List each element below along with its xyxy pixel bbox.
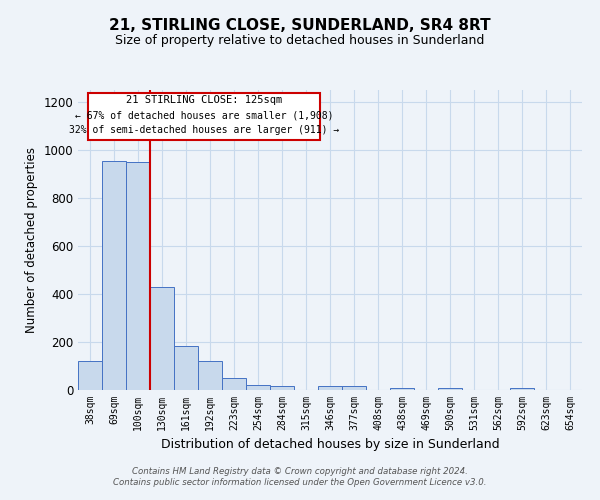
Bar (78, 361, 102, 390)
Bar (222, 378, 246, 390)
Bar (174, 346, 198, 390)
Bar (102, 161, 126, 390)
Bar (150, 287, 174, 390)
Text: 21, STIRLING CLOSE, SUNDERLAND, SR4 8RT: 21, STIRLING CLOSE, SUNDERLAND, SR4 8RT (109, 18, 491, 32)
Bar (390, 388, 414, 390)
Bar (270, 386, 294, 390)
Bar (318, 386, 342, 390)
Bar (246, 385, 270, 390)
Text: 21 STIRLING CLOSE: 125sqm: 21 STIRLING CLOSE: 125sqm (126, 96, 282, 106)
Text: ← 67% of detached houses are smaller (1,908): ← 67% of detached houses are smaller (1,… (75, 110, 333, 120)
Text: 32% of semi-detached houses are larger (911) →: 32% of semi-detached houses are larger (… (69, 126, 339, 136)
Y-axis label: Number of detached properties: Number of detached properties (25, 147, 38, 333)
Text: Contains HM Land Registry data © Crown copyright and database right 2024.: Contains HM Land Registry data © Crown c… (132, 467, 468, 476)
Bar (510, 388, 534, 390)
Bar (438, 388, 462, 390)
Bar (126, 162, 150, 390)
Text: Size of property relative to detached houses in Sunderland: Size of property relative to detached ho… (115, 34, 485, 47)
X-axis label: Distribution of detached houses by size in Sunderland: Distribution of detached houses by size … (161, 438, 499, 452)
Text: Contains public sector information licensed under the Open Government Licence v3: Contains public sector information licen… (113, 478, 487, 487)
Bar (198, 361, 222, 390)
Bar (342, 386, 366, 390)
FancyBboxPatch shape (88, 93, 320, 140)
